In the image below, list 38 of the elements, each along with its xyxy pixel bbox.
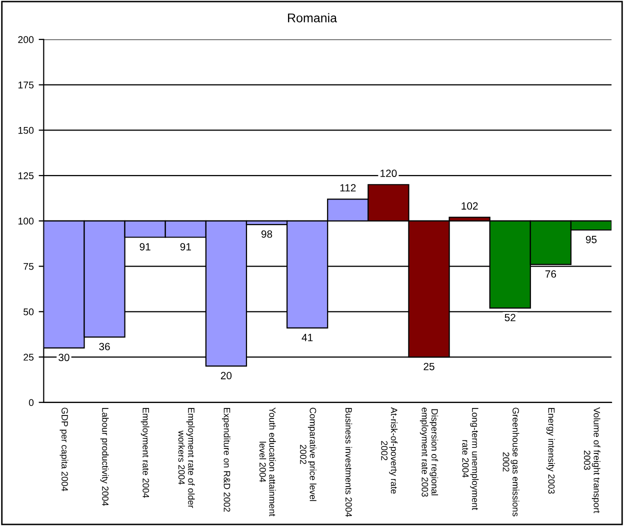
x-tick-label: Business investments 2004 [345,408,352,517]
x-tick-label: Comparative price level 2002 [300,408,316,501]
data-label: 91 [180,243,191,250]
data-label: 120 [380,170,397,178]
data-label: 91 [140,243,150,250]
x-tick-label: Labour productivity 2004 [100,408,109,506]
data-label: 98 [261,230,272,238]
y-tick-label: 150 [18,126,34,134]
x-tick-label: Employment rate 2004 [140,408,150,498]
x-tick-label: Long-term unemployment rate 2004 [462,408,479,510]
x-tick-label: Employment rate of older workers 2004 [178,408,195,508]
x-tick-label: Dispersion of regional employment rate 2003 [420,408,438,497]
x-tick-label: Energy intensity 2003 [546,408,555,494]
data-label: 36 [99,342,110,350]
y-tick-label: 50 [24,308,34,316]
x-tick-label: Youth education attainment level 2004 [259,407,276,516]
y-tick-label: 75 [24,263,34,270]
x-tick-label: Greenhouse gas emissions 2002 [502,408,520,516]
data-label: 25 [424,362,434,370]
y-tick-label: 0 [28,399,34,406]
data-label: 76 [545,270,556,278]
x-tick-label: Expenditure on R&D 2002 [222,408,230,512]
data-label: 41 [302,334,313,342]
data-label: 20 [220,372,232,380]
y-tick-label: 25 [24,354,34,361]
y-tick-label: 200 [18,36,34,44]
data-label: 30 [58,354,70,362]
x-tick-label: GDP per capita 2004 [60,408,68,492]
y-tick-label: 100 [18,218,34,225]
x-tick-label: Volume of freight transport 2003 [584,407,600,514]
x-tick-label: At-risk-of-poverty rate 2002 [381,407,398,494]
data-label: 102 [462,202,478,210]
chart-title: Romania [288,13,338,22]
data-label: 112 [340,184,356,192]
data-label: 95 [586,236,597,244]
data-label: 52 [504,314,516,322]
y-tick-label: 125 [18,172,34,180]
y-tick-label: 175 [18,82,34,88]
